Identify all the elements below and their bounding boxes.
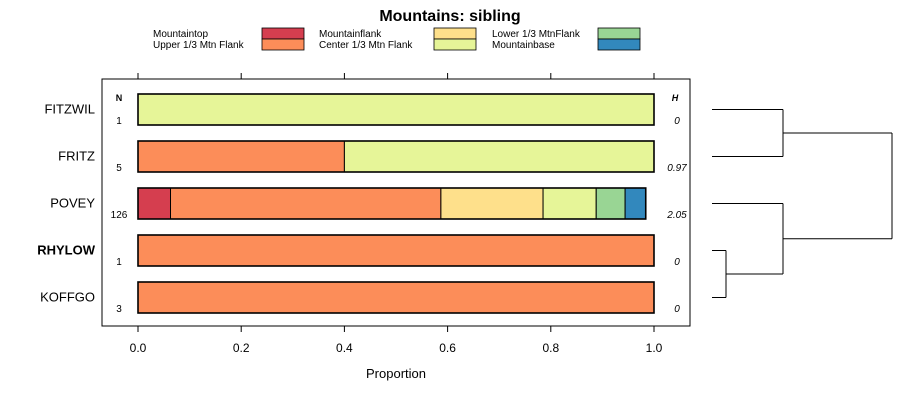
n-value: 1: [116, 116, 122, 127]
legend-swatch: [597, 27, 641, 40]
bar-segment: [440, 187, 544, 220]
bar-segment: [137, 93, 655, 126]
legend-swatch: [261, 27, 305, 40]
category-label: FITZWIL: [44, 102, 95, 117]
bar-segment: [137, 234, 655, 267]
dendrogram: [712, 109, 893, 298]
h-value: 0.97: [667, 163, 687, 174]
legend-label: Mountainflank: [319, 29, 382, 40]
x-tick-label: 0.8: [542, 341, 559, 355]
bar-segment: [137, 187, 172, 220]
h-value: 2.05: [666, 210, 687, 221]
legend-label: Lower 1/3 MtnFlank: [492, 29, 581, 40]
chart-title: Mountains: sibling: [379, 8, 520, 25]
n-value: 5: [116, 163, 122, 174]
legend-label: Upper 1/3 Mtn Flank: [153, 40, 245, 51]
legend-label: Mountaintop: [153, 29, 208, 40]
bar-outline: [137, 234, 655, 267]
bar-outline: [137, 140, 655, 173]
legend-swatch: [597, 38, 641, 51]
bar-rows: FITZWIL 1 0 FRITZ 5 0.97 POVEY 126 2.05 RHYLOW 1 0 K…: [37, 93, 687, 315]
bar-segment: [137, 281, 655, 314]
legend-label: Center 1/3 Mtn Flank: [319, 40, 413, 51]
bar-segment: [170, 187, 442, 220]
x-tick-label: 0.0: [130, 341, 147, 355]
x-axis-label: Proportion: [366, 366, 426, 381]
n-header: N: [116, 93, 123, 103]
bar-outline: [137, 93, 655, 126]
bar-outline: [137, 281, 655, 314]
n-value: 126: [111, 210, 128, 221]
h-value: 0: [674, 257, 680, 268]
h-header: H: [672, 93, 679, 103]
h-value: 0: [674, 116, 680, 127]
bar-segment: [137, 140, 345, 173]
x-tick-label: 1.0: [646, 341, 663, 355]
bar-segment: [595, 187, 626, 220]
category-label: POVEY: [50, 196, 95, 211]
category-label: RHYLOW: [37, 243, 96, 258]
legend-swatch: [433, 27, 477, 40]
n-value: 1: [116, 257, 122, 268]
x-tick-label: 0.6: [439, 341, 456, 355]
legend-label: Mountainbase: [492, 40, 555, 51]
h-value: 0: [674, 304, 680, 315]
legend-swatch: [433, 38, 477, 51]
bar-segment: [624, 187, 647, 220]
x-tick-label: 0.4: [336, 341, 353, 355]
category-label: KOFFGO: [40, 290, 95, 305]
bar-segment: [542, 187, 597, 220]
bar-segment: [343, 140, 655, 173]
plot-panel: [101, 78, 691, 327]
category-label: FRITZ: [58, 149, 95, 164]
bar-outline: [137, 187, 647, 220]
x-tick-label: 0.2: [233, 341, 250, 355]
legend-swatch: [261, 38, 305, 51]
n-value: 3: [116, 304, 122, 315]
x-axis: 0.0 0.2 0.4 0.6 0.8 1.0: [130, 73, 663, 355]
